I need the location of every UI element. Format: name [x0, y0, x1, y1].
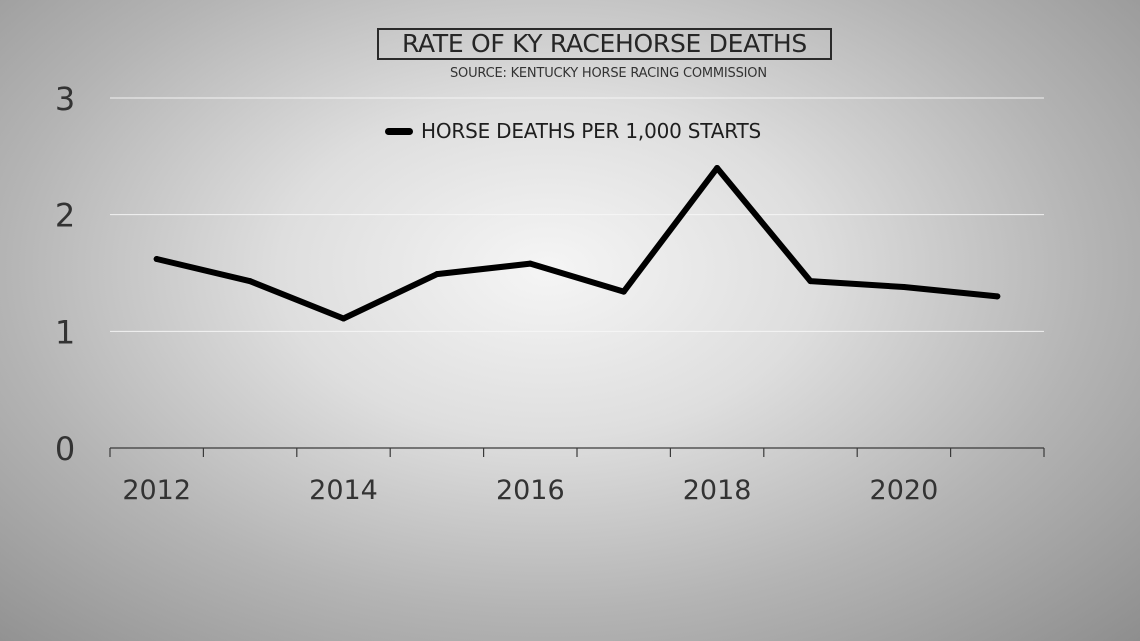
chart-title: RATE OF KY RACEHORSE DEATHS — [377, 28, 832, 60]
y-axis-tick-labels: 0 1 2 3 — [55, 80, 75, 468]
x-tick-label: 2020 — [870, 475, 939, 506]
series-line-group — [153, 165, 1001, 322]
series-line — [153, 165, 1001, 322]
y-tick-label: 1 — [55, 313, 75, 351]
legend-swatch — [385, 127, 413, 135]
data-point — [994, 293, 1001, 300]
data-point — [900, 284, 907, 290]
x-tick-label: 2012 — [122, 475, 191, 506]
y-tick-label: 0 — [55, 430, 75, 468]
x-tick-label: 2018 — [683, 475, 752, 506]
y-tick-label: 3 — [55, 80, 75, 118]
chart-subtitle: SOURCE: KENTUCKY HORSE RACING COMMISSION — [450, 66, 767, 81]
data-point — [620, 288, 627, 295]
data-point — [153, 256, 160, 262]
y-tick-label: 2 — [55, 197, 75, 235]
legend-label: HORSE DEATHS PER 1,000 STARTS — [421, 119, 762, 143]
x-tick-label: 2016 — [496, 475, 565, 506]
data-point — [340, 315, 347, 322]
data-point — [433, 271, 440, 278]
x-tick-label: 2014 — [309, 475, 378, 506]
gridlines — [110, 97, 1044, 332]
data-point — [527, 260, 534, 267]
x-axis-tick-labels: 2012 2014 2016 2018 2020 — [122, 475, 938, 506]
legend: HORSE DEATHS PER 1,000 STARTS — [385, 116, 761, 146]
data-point — [807, 278, 814, 285]
data-point — [247, 278, 254, 285]
x-axis — [109, 447, 1045, 457]
data-point — [714, 165, 721, 171]
